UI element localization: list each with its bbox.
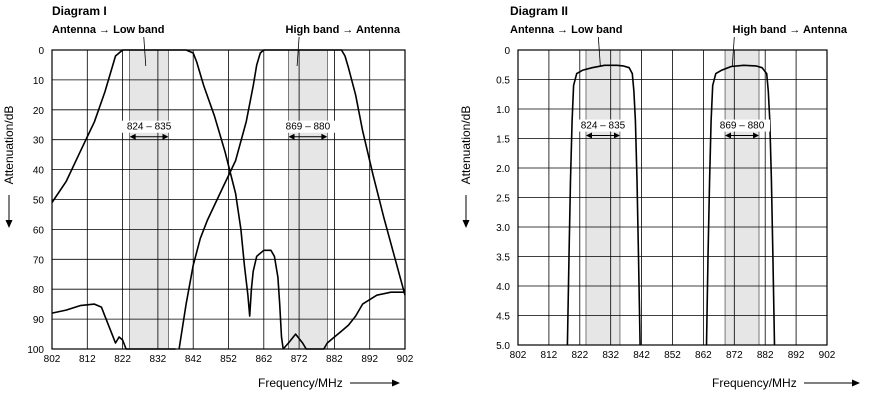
- x-tick-label: 882: [326, 354, 343, 365]
- band-label: 869 – 880: [720, 121, 765, 132]
- y-tick-label: 10: [33, 76, 45, 87]
- x-tick-label: 862: [255, 354, 272, 365]
- band-arrow-head-left: [725, 132, 732, 139]
- band-arrow-head-left: [129, 133, 136, 140]
- y-tick-label: 40: [33, 166, 45, 177]
- x-tick-label: 892: [361, 354, 378, 365]
- band-label-bg: [714, 119, 771, 132]
- x-axis-label: Frequency/MHz: [258, 376, 343, 390]
- y-tick-label: 4.5: [496, 312, 510, 323]
- band-label-bg: [279, 120, 336, 133]
- y-tick-label: 0: [38, 46, 44, 57]
- band-arrow-head-left: [288, 133, 295, 140]
- series-name-pointer: [597, 36, 601, 67]
- series-name-pointer: [296, 36, 300, 67]
- series-line-2: [178, 49, 406, 350]
- series-line-1: [705, 64, 776, 346]
- series-name-label: High band → Antenna: [286, 24, 401, 36]
- plot-frame: [517, 49, 828, 346]
- x-tick-label: 852: [220, 354, 237, 365]
- x-tick-label: 902: [397, 354, 414, 365]
- chart-title: Diagram I: [52, 4, 107, 18]
- band-arrow-head-right: [613, 132, 620, 139]
- y-tick-label: 50: [33, 196, 45, 207]
- band-label: 869 – 880: [286, 122, 331, 133]
- x-axis-arrow-head: [852, 379, 860, 387]
- y-axis-arrow-head: [5, 220, 13, 228]
- y-axis-arrow-head: [462, 220, 470, 228]
- y-axis-label: Attenuation/dB: [2, 106, 16, 185]
- series-line-0: [51, 49, 284, 350]
- x-tick-label: 842: [185, 354, 202, 365]
- x-tick-label: 802: [510, 350, 527, 361]
- series-line-0: [566, 64, 641, 346]
- y-tick-label: 1.0: [496, 105, 510, 116]
- band-label-bg: [121, 120, 178, 133]
- x-tick-label: 822: [571, 350, 588, 361]
- x-tick-label: 862: [695, 350, 712, 361]
- x-tick-label: 812: [541, 350, 558, 361]
- y-tick-label: 3.5: [496, 253, 510, 264]
- y-tick-label: 4.0: [496, 282, 510, 293]
- y-tick-label: 1.5: [496, 135, 510, 146]
- band-arrow-head-left: [585, 132, 592, 139]
- series-name-label: Antenna → Low band: [510, 24, 622, 36]
- y-tick-label: 70: [33, 255, 45, 266]
- band-label: 824 – 835: [581, 121, 626, 132]
- y-tick-label: 30: [33, 136, 45, 147]
- plot-frame: [51, 49, 406, 350]
- y-axis-label: Attenuation/dB: [459, 106, 473, 185]
- y-tick-label: 100: [27, 345, 44, 356]
- x-tick-label: 842: [633, 350, 650, 361]
- x-tick-label: 822: [114, 354, 131, 365]
- y-tick-label: 0: [504, 46, 510, 57]
- y-tick-label: 3.0: [496, 223, 510, 234]
- y-tick-label: 90: [33, 315, 45, 326]
- band-arrow-head-right: [321, 133, 328, 140]
- x-tick-label: 882: [757, 350, 774, 361]
- x-tick-label: 802: [44, 354, 61, 365]
- x-tick-label: 902: [819, 350, 836, 361]
- x-axis-label: Frequency/MHz: [712, 376, 797, 390]
- series-name-pointer: [143, 36, 147, 67]
- band-arrow-head-right: [753, 132, 760, 139]
- x-axis-arrow-head: [392, 379, 400, 387]
- band-arrow-head-right: [162, 133, 169, 140]
- x-tick-label: 812: [79, 354, 96, 365]
- band-label: 824 – 835: [127, 122, 172, 133]
- series-name-label: High band → Antenna: [733, 24, 848, 36]
- y-tick-label: 5.0: [496, 341, 510, 352]
- series-name-label: Antenna → Low band: [52, 24, 164, 36]
- series-line-3: [282, 291, 405, 350]
- y-tick-label: 60: [33, 225, 45, 236]
- series-line-1: [51, 303, 176, 350]
- y-tick-label: 80: [33, 285, 45, 296]
- y-tick-label: 2.5: [496, 194, 510, 205]
- y-tick-label: 2.0: [496, 164, 510, 175]
- y-tick-label: 20: [33, 106, 45, 117]
- chart-title: Diagram II: [510, 4, 568, 18]
- x-tick-label: 892: [788, 350, 805, 361]
- x-tick-label: 832: [150, 354, 167, 365]
- y-tick-label: 0.5: [496, 76, 510, 87]
- x-tick-label: 852: [664, 350, 681, 361]
- band-label-bg: [574, 119, 631, 132]
- x-tick-label: 872: [291, 354, 308, 365]
- x-tick-label: 872: [726, 350, 743, 361]
- x-tick-label: 832: [602, 350, 619, 361]
- series-name-pointer: [731, 36, 735, 67]
